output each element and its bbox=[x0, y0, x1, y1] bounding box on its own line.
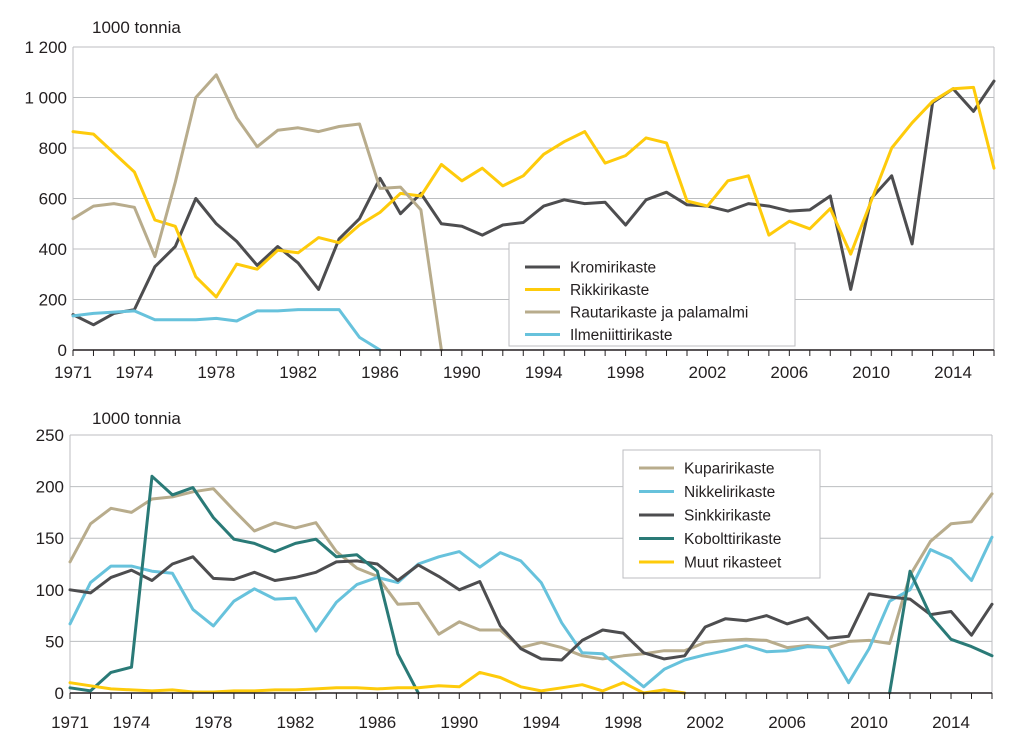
bottom-series-line-3 bbox=[68, 555, 994, 662]
top-legend: Kromirikaste Rikkirikaste Rautarikaste ja … bbox=[508, 242, 796, 347]
top-x-tick-label: 1986 bbox=[361, 363, 399, 380]
top-x-tick-label: 2006 bbox=[770, 363, 808, 380]
top-unit-label: 1000 tonnia bbox=[92, 18, 181, 37]
bottom-series-line-2 bbox=[68, 535, 994, 689]
top-x-tick-label: 1994 bbox=[525, 363, 563, 380]
bottom-series-line-1 bbox=[68, 487, 994, 661]
top-x-tick-label: 1978 bbox=[197, 363, 235, 380]
top-y-tick-label: 1 200 bbox=[24, 38, 67, 57]
top-x-tick-label: 2002 bbox=[689, 363, 727, 380]
bottom-x-tick-label: 2010 bbox=[850, 713, 888, 732]
top-legend-label-2: Rikkirikaste bbox=[570, 282, 649, 299]
bottom-y-tick-label: 50 bbox=[45, 632, 64, 651]
top-legend-label-4: Ilmeniittirikaste bbox=[570, 327, 673, 344]
bottom-x-tick-label: 2014 bbox=[932, 713, 970, 732]
bottom-legend-label-3: Sinkkirikaste bbox=[684, 508, 771, 525]
bottom-series-line-5 bbox=[68, 670, 687, 695]
top-y-tick-label: 400 bbox=[39, 240, 67, 259]
top-x-tick-label: 1982 bbox=[279, 363, 317, 380]
bottom-y-tick-label: 200 bbox=[36, 478, 64, 497]
top-y-tick-label: 0 bbox=[58, 341, 67, 360]
chart-bottom: 0 50 100 150 200 250 1971 1974 1978 1982 1986 1990 1… bbox=[36, 409, 994, 732]
top-x-tick-label: 1990 bbox=[443, 363, 481, 380]
top-legend-label-1: Kromirikaste bbox=[570, 260, 656, 277]
chart-top: 0 200 400 600 800 1 000 1 200 1971 1974 1978 1982 1… bbox=[24, 18, 996, 380]
bottom-unit-label: 1000 tonnia bbox=[92, 409, 181, 428]
bottom-x-tick-label: 1998 bbox=[604, 713, 642, 732]
bottom-legend-label-5: Muut rikasteet bbox=[684, 555, 782, 572]
top-y-tick-label: 600 bbox=[39, 190, 67, 209]
top-x-tick-label: 2010 bbox=[852, 363, 890, 380]
top-legend-box bbox=[508, 242, 796, 347]
bottom-y-tick-label: 100 bbox=[36, 581, 64, 600]
bottom-x-tick-label: 1978 bbox=[195, 713, 233, 732]
bottom-legend-label-2: Nikkelirikaste bbox=[684, 484, 775, 501]
top-series-line-2 bbox=[71, 85, 996, 299]
bottom-x-tick-label: 1986 bbox=[358, 713, 396, 732]
top-y-tick-label: 800 bbox=[39, 139, 67, 158]
top-series-line-1 bbox=[71, 79, 996, 327]
top-x-tick-label: 1974 bbox=[115, 363, 153, 380]
bottom-y-tick-label: 0 bbox=[55, 684, 64, 703]
top-series-line-4 bbox=[71, 308, 382, 352]
top-x-tick-label: 1971 bbox=[54, 363, 92, 380]
bottom-legend-label-4: Kobolttirikaste bbox=[684, 531, 781, 548]
top-x-tick-label: 1998 bbox=[607, 363, 645, 380]
bottom-x-tick-label: 2006 bbox=[768, 713, 806, 732]
bottom-x-tick-label: 1982 bbox=[276, 713, 314, 732]
top-x-tick-label: 2014 bbox=[934, 363, 972, 380]
bottom-x-tick-label: 1971 bbox=[51, 713, 89, 732]
top-y-tick-label: 200 bbox=[39, 291, 67, 310]
bottom-legend-label-1: Kuparirikaste bbox=[684, 461, 774, 478]
top-series-line-3 bbox=[71, 73, 443, 352]
bottom-y-tick-label: 250 bbox=[36, 426, 64, 445]
bottom-series-line-4 bbox=[68, 474, 994, 695]
bottom-x-tick-label: 1990 bbox=[440, 713, 478, 732]
top-legend-label-3: Rautarikaste ja palamalmi bbox=[570, 305, 748, 322]
bottom-gridlines bbox=[70, 434, 992, 694]
bottom-y-tick-label: 150 bbox=[36, 529, 64, 548]
bottom-x-tick-label: 1974 bbox=[113, 713, 151, 732]
bottom-x-tick-label: 2002 bbox=[686, 713, 724, 732]
top-y-tick-label: 1 000 bbox=[24, 89, 67, 108]
bottom-x-tick-label: 1994 bbox=[522, 713, 560, 732]
bottom-legend: Kuparirikaste Nikkelirikaste Sinkkirikaste… bbox=[622, 449, 821, 579]
